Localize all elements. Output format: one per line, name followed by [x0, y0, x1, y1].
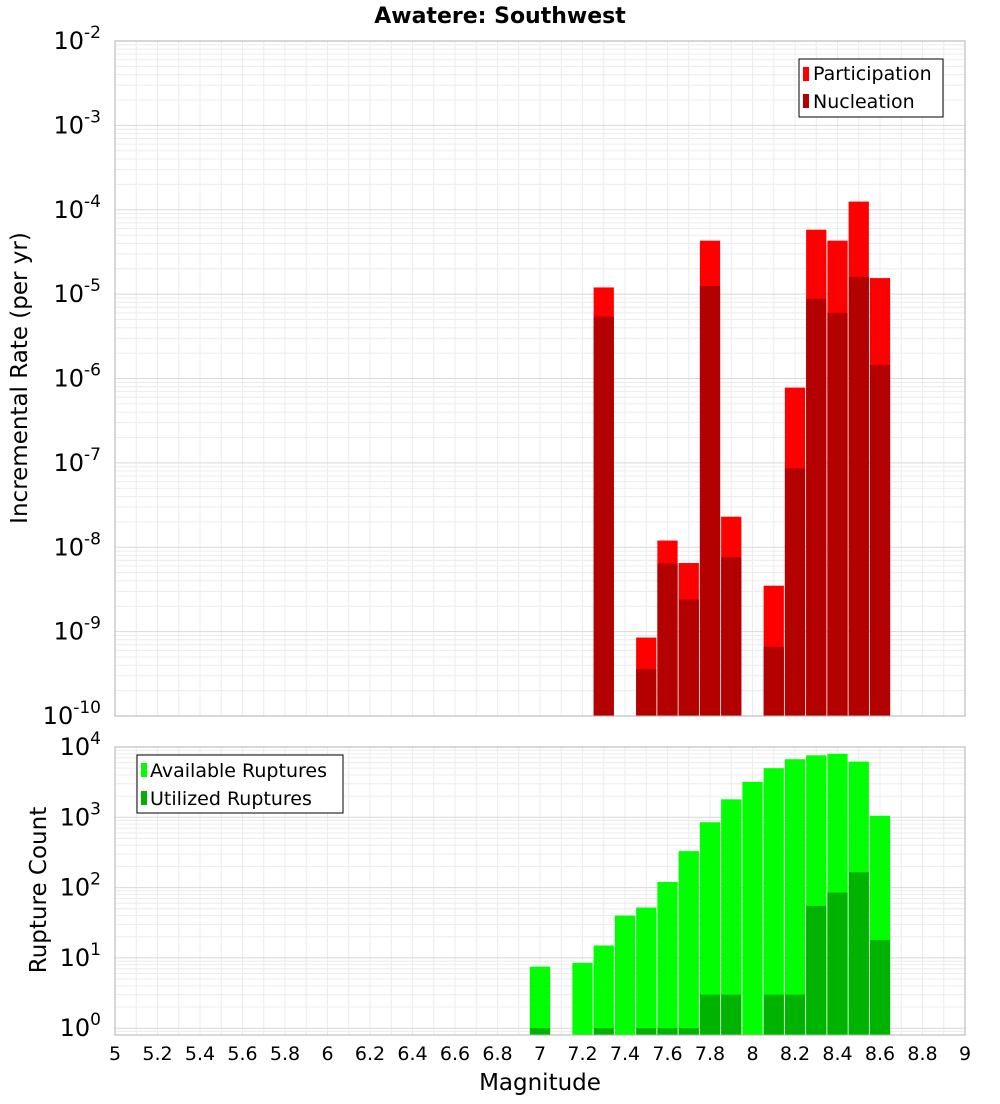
bar-utilized	[784, 994, 806, 1035]
bottom-plot-frame	[114, 746, 966, 1036]
bar-available	[763, 768, 784, 1035]
x-tick-label: 7.6	[652, 1043, 682, 1065]
legend-label-participation: Participation	[813, 63, 932, 85]
y-tick-label: 10-4	[54, 192, 102, 224]
x-tick-labels: 5 5.2 5.4 5.6 5.8 6 6.2 6.4 6.6 6.8 7 7.2 7.4 7.6 7.8 8…	[109, 1043, 971, 1065]
bar-nucleation	[827, 312, 848, 716]
y-tick-label: 10-6	[54, 361, 102, 393]
bar-utilized	[848, 872, 869, 1035]
y-tick-label: 101	[60, 940, 101, 972]
bar-utilized	[678, 1028, 699, 1035]
x-tick-label: 6.6	[440, 1043, 470, 1065]
legend-swatch-participation	[803, 67, 809, 81]
bar-utilized	[657, 1028, 678, 1035]
legend-swatch-available	[141, 763, 147, 777]
x-tick-label: 8.4	[822, 1043, 852, 1065]
x-axis-label: Magnitude	[479, 1070, 601, 1096]
bar-nucleation	[699, 285, 721, 716]
x-tick-label: 7	[534, 1043, 546, 1065]
top-bars	[593, 201, 891, 717]
bar-utilized	[721, 994, 742, 1035]
bar-available	[784, 759, 806, 1035]
bar-utilized	[529, 1028, 551, 1035]
bottom-y-tick-labels: 100 101 102 103 104	[60, 729, 101, 1042]
bottom-y-axis-label: Rupture Count	[26, 807, 52, 973]
y-tick-label: 100	[60, 1010, 101, 1042]
bar-utilized	[806, 905, 827, 1035]
x-tick-label: 6	[321, 1043, 333, 1065]
x-tick-label: 5.6	[227, 1043, 257, 1065]
y-tick-label: 10-10	[43, 698, 101, 730]
bar-utilized	[699, 994, 721, 1035]
bar-available	[529, 966, 551, 1035]
bar-nucleation	[784, 468, 806, 716]
bar-utilized	[636, 1028, 657, 1035]
bar-nucleation	[636, 669, 657, 716]
y-tick-label: 10-9	[54, 614, 102, 646]
bar-available	[593, 945, 614, 1035]
x-tick-label: 7.8	[695, 1043, 725, 1065]
x-tick-label: 5.4	[185, 1043, 215, 1065]
bottom-legend-box	[136, 754, 344, 814]
top-y-tick-labels: 10-10 10-9 10-8 10-7 10-6 10-5 10-4 10-3 10-2	[43, 23, 101, 730]
top-plot-frame	[114, 40, 966, 717]
bar-available	[721, 799, 742, 1035]
x-tick-label: 5.8	[270, 1043, 300, 1065]
legend-label-available: Available Ruptures	[150, 760, 327, 782]
x-tick-label: 8.6	[865, 1043, 895, 1065]
x-tick-label: 7.2	[567, 1043, 597, 1065]
bar-utilized	[593, 1028, 614, 1035]
bar-nucleation	[848, 276, 869, 716]
top-legend: Participation Nucleation	[798, 58, 944, 118]
x-tick-label: 6.2	[355, 1043, 385, 1065]
bar-nucleation	[721, 557, 742, 716]
legend-label-utilized: Utilized Ruptures	[150, 788, 312, 810]
bottom-bars	[529, 753, 891, 1035]
x-tick-label: 8.2	[780, 1043, 810, 1065]
bottom-legend: Available Ruptures Utilized Ruptures	[136, 754, 344, 814]
legend-swatch-utilized	[141, 791, 147, 805]
top-y-axis-label: Incremental Rate (per yr)	[7, 232, 33, 524]
x-tick-label: 6.8	[482, 1043, 512, 1065]
x-tick-label: 7.4	[610, 1043, 640, 1065]
y-tick-label: 10-7	[54, 445, 102, 477]
top-legend-box	[798, 58, 944, 118]
y-tick-label: 10-3	[54, 107, 102, 139]
bar-utilized	[827, 892, 848, 1035]
bar-nucleation	[806, 298, 827, 716]
x-tick-label: 6.4	[397, 1043, 427, 1065]
y-tick-label: 10-8	[54, 529, 102, 561]
bar-utilized	[763, 994, 784, 1035]
y-tick-label: 10-5	[54, 276, 102, 308]
bar-nucleation	[657, 563, 678, 716]
bar-available	[678, 851, 699, 1035]
x-tick-label: 8	[746, 1043, 758, 1065]
y-tick-label: 102	[60, 870, 101, 902]
bar-available	[742, 781, 763, 1035]
bar-nucleation	[763, 646, 784, 716]
bar-available	[699, 822, 721, 1035]
y-tick-label: 103	[60, 799, 101, 831]
bar-nucleation	[678, 599, 699, 716]
chart-title: Awatere: Southwest	[374, 4, 626, 29]
bar-available	[572, 962, 593, 1035]
legend-label-nucleation: Nucleation	[813, 91, 915, 113]
bar-nucleation	[593, 316, 614, 716]
legend-swatch-nucleation	[803, 94, 809, 108]
top-gridlines	[114, 41, 966, 717]
x-tick-label: 9	[959, 1043, 971, 1065]
x-tick-label: 5.2	[142, 1043, 172, 1065]
x-tick-label: 8.8	[907, 1043, 937, 1065]
y-tick-label: 104	[60, 729, 101, 761]
bar-available	[657, 882, 678, 1035]
bar-utilized	[869, 939, 891, 1035]
bar-nucleation	[869, 364, 891, 716]
x-tick-label: 5	[109, 1043, 121, 1065]
bar-available	[614, 915, 636, 1035]
y-tick-label: 10-2	[54, 23, 102, 55]
bar-available	[636, 907, 657, 1035]
